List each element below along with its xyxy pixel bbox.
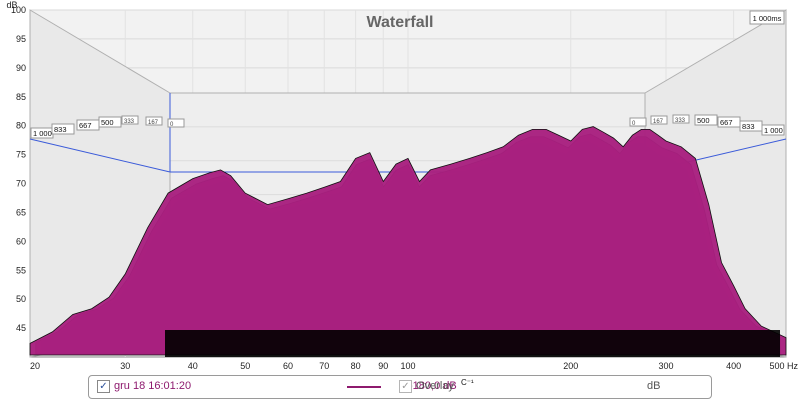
x-tick-label: 60 — [283, 361, 293, 371]
time-tag-right: 500 — [697, 116, 710, 125]
x-tick-label: 400 — [726, 361, 741, 371]
time-tag-right: 0 — [632, 121, 636, 127]
y-tick-label: 55 — [16, 265, 26, 275]
time-tag-left: 167 — [148, 120, 159, 126]
time-tag-right-box — [629, 117, 647, 127]
x-axis-ticks: 20 30 40 50 60 70 80 90 100 200 300 400 500 Hz — [30, 361, 798, 371]
time-tag-left-box — [145, 116, 163, 126]
time-tag-right-box — [761, 124, 785, 136]
y-tick-label: 85 — [16, 92, 26, 102]
trace-color-swatch — [347, 386, 381, 388]
y-tick-label: 90 — [16, 63, 26, 73]
floor-shadow — [165, 330, 780, 357]
time-range-box — [749, 10, 785, 25]
chart-title: Waterfall — [367, 14, 434, 31]
x-tick-label: 30 — [120, 361, 130, 371]
time-tag-right-box — [672, 114, 690, 124]
y-axis-label: dB — [6, 0, 17, 10]
time-tag-right-box — [650, 115, 668, 125]
time-tag-left: 0 — [170, 122, 174, 128]
time-tag-left: 667 — [79, 121, 92, 130]
x-tick-label: 300 — [659, 361, 674, 371]
time-tag-right-box — [694, 114, 718, 126]
x-tick-label: 50 — [240, 361, 250, 371]
left-reference-line — [29, 138, 171, 173]
y-tick-label: 70 — [16, 179, 26, 189]
y-tick-label: 65 — [16, 207, 26, 217]
time-tag-right: 667 — [720, 118, 733, 127]
y-axis-ticks: 45 50 55 60 65 70 75 80 85 90 95 100 — [11, 5, 26, 333]
time-tag-left-box — [98, 116, 122, 128]
time-tag-left-box — [121, 115, 139, 125]
trace-value: -180,0 dB — [409, 380, 457, 392]
time-tag-right: 167 — [653, 119, 664, 125]
legend-unit: dB — [647, 380, 661, 392]
y-tick-label: 75 — [16, 150, 26, 160]
overlay-label: Overlay — [416, 380, 454, 392]
time-tag-right: 333 — [675, 118, 686, 124]
time-tag-left: 500 — [101, 118, 114, 127]
time-tag-left-box — [51, 123, 75, 135]
y-tick-label: 60 — [16, 236, 26, 246]
time-slice-tags: 1 000 833 667 500 333 167 0 0 167 333 500 667 833 1 0… — [30, 114, 785, 139]
x-tick-label: 500 Hz — [769, 361, 798, 371]
y-tick-label: 50 — [16, 294, 26, 304]
waterfall-surface — [29, 126, 787, 357]
time-tag-right: 833 — [742, 122, 755, 131]
x-tick-label: 100 — [400, 361, 415, 371]
overlay-checkbox[interactable]: ✓ — [399, 380, 412, 393]
waterfall-slice — [29, 126, 787, 356]
x-tick-label: 80 — [351, 361, 361, 371]
trace-checkbox[interactable]: ✓ — [97, 380, 110, 393]
x-tick-label: 200 — [563, 361, 578, 371]
trace-name[interactable]: gru 18 16:01:20 — [114, 380, 192, 392]
y-tick-label: 95 — [16, 34, 26, 44]
trace-unit-superscript: C⁻¹ — [461, 378, 474, 387]
x-tick-label: 90 — [378, 361, 388, 371]
y-tick-label: 80 — [16, 121, 26, 131]
legend-bar: ✓ gru 18 16:01:20 -180,0 dB C⁻¹ ✓ Overla… — [88, 375, 712, 399]
time-tag-left: 333 — [124, 119, 135, 125]
time-tag-left-box — [167, 118, 185, 128]
time-range-label: 1 000ms — [753, 14, 782, 23]
y-tick-label: 100 — [11, 5, 26, 15]
time-tag-left: 1 000 — [33, 129, 52, 138]
time-tag-left: 833 — [54, 125, 67, 134]
x-tick-label: 70 — [319, 361, 329, 371]
x-tick-label: 20 — [30, 361, 40, 371]
time-tag-right: 1 000 — [764, 126, 783, 135]
x-tick-label: 40 — [188, 361, 198, 371]
y-tick-label: 45 — [16, 323, 26, 333]
